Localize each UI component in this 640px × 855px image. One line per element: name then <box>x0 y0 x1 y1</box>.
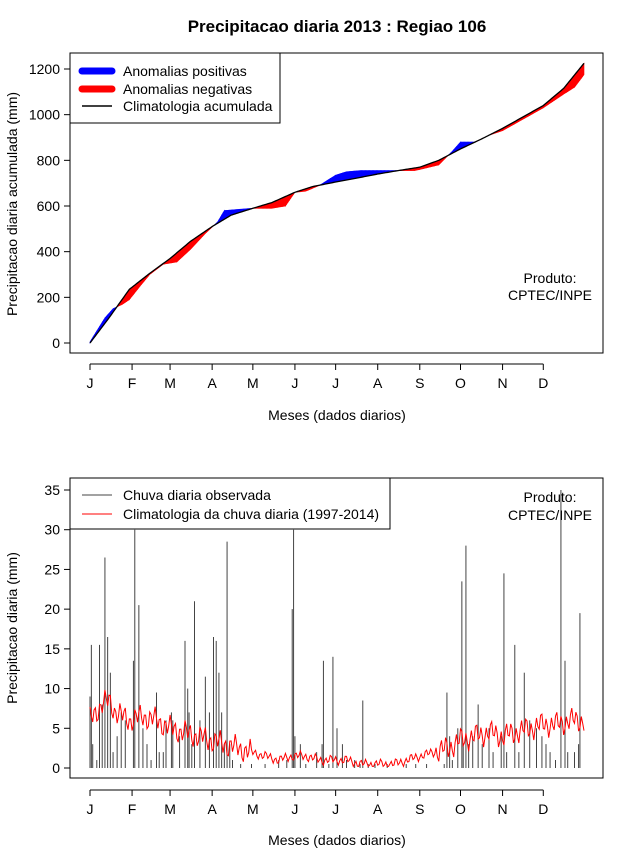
top-legend: Anomalias positivas Anomalias negativas … <box>70 53 280 123</box>
top-y-tick-label: 0 <box>52 335 60 351</box>
top-product-source: CPTEC/INPE <box>508 287 592 303</box>
bottom-x-tick-label: M <box>164 801 176 817</box>
chart-title: Precipitacao diaria 2013 : Regiao 106 <box>188 17 487 36</box>
bottom-y-tick-label: 30 <box>44 522 60 538</box>
bottom-x-tick-label: F <box>128 801 137 817</box>
legend-label-daily-climatology: Climatologia da chuva diaria (1997-2014) <box>123 506 379 522</box>
bottom-x-tick-label: A <box>207 801 217 817</box>
top-x-tick-label: J <box>87 375 94 391</box>
bottom-x-tick-label: M <box>247 801 259 817</box>
legend-label-positive: Anomalias positivas <box>123 63 247 79</box>
legend-label-negative: Anomalias negativas <box>123 81 252 97</box>
top-x-tick-label: M <box>164 375 176 391</box>
bottom-x-tick-label: D <box>538 801 548 817</box>
top-x-tick-label: N <box>498 375 508 391</box>
bottom-y-tick-label: 25 <box>44 561 60 577</box>
bottom-y-axis: 0 5 10 15 20 25 30 35 <box>44 482 70 776</box>
top-y-tick-label: 400 <box>37 244 61 260</box>
bottom-y-tick-label: 20 <box>44 601 60 617</box>
bottom-product-source: CPTEC/INPE <box>508 507 592 523</box>
bottom-x-tick-label: N <box>498 801 508 817</box>
top-y-tick-label: 200 <box>37 289 61 305</box>
bottom-x-axis-label: Meses (dados diarios) <box>268 832 406 848</box>
bottom-chart: 0 5 10 15 20 25 30 35 J F M A M J J A S O N D Meses (dados… <box>4 478 603 848</box>
bottom-y-tick-label: 0 <box>52 760 60 776</box>
top-y-axis: 0 200 400 600 800 1000 1200 <box>29 61 70 351</box>
bottom-legend: Chuva diaria observada Climatologia da c… <box>70 478 390 529</box>
bottom-x-tick-label: S <box>415 801 424 817</box>
top-y-tick-label: 800 <box>37 152 61 168</box>
bottom-x-tick-label: J <box>291 801 298 817</box>
bottom-y-tick-label: 35 <box>44 482 60 498</box>
top-x-tick-label: A <box>373 375 383 391</box>
top-x-tick-label: J <box>291 375 298 391</box>
top-x-tick-label: F <box>128 375 137 391</box>
top-x-tick-label: O <box>455 375 466 391</box>
bottom-y-tick-label: 15 <box>44 641 60 657</box>
legend-label-observed: Chuva diaria observada <box>123 487 271 503</box>
top-x-tick-label: D <box>538 375 548 391</box>
bottom-x-tick-label: J <box>87 801 94 817</box>
top-x-tick-label: J <box>332 375 339 391</box>
bottom-x-tick-label: J <box>332 801 339 817</box>
bottom-y-tick-label: 5 <box>52 720 60 736</box>
bottom-y-axis-label: Precipitacao diaria (mm) <box>4 552 20 704</box>
bottom-y-tick-label: 10 <box>44 681 60 697</box>
bottom-product-label: Produto: <box>524 489 577 505</box>
bottom-x-tick-label: O <box>455 801 466 817</box>
legend-label-climatology: Climatologia acumulada <box>123 98 273 114</box>
bottom-x-tick-label: A <box>373 801 383 817</box>
top-x-tick-label: S <box>415 375 424 391</box>
top-y-axis-label: Precipitacao diaria acumulada (mm) <box>4 92 20 316</box>
top-x-tick-label: M <box>247 375 259 391</box>
top-chart: 0 200 400 600 800 1000 1200 J F M A M J J A S O N D Meses… <box>4 53 603 423</box>
top-y-tick-label: 1000 <box>29 107 60 123</box>
top-y-tick-label: 1200 <box>29 61 60 77</box>
top-y-tick-label: 600 <box>37 198 61 214</box>
top-product-label: Produto: <box>524 270 577 286</box>
top-x-tick-label: A <box>207 375 217 391</box>
top-x-axis-label: Meses (dados diarios) <box>268 407 406 423</box>
